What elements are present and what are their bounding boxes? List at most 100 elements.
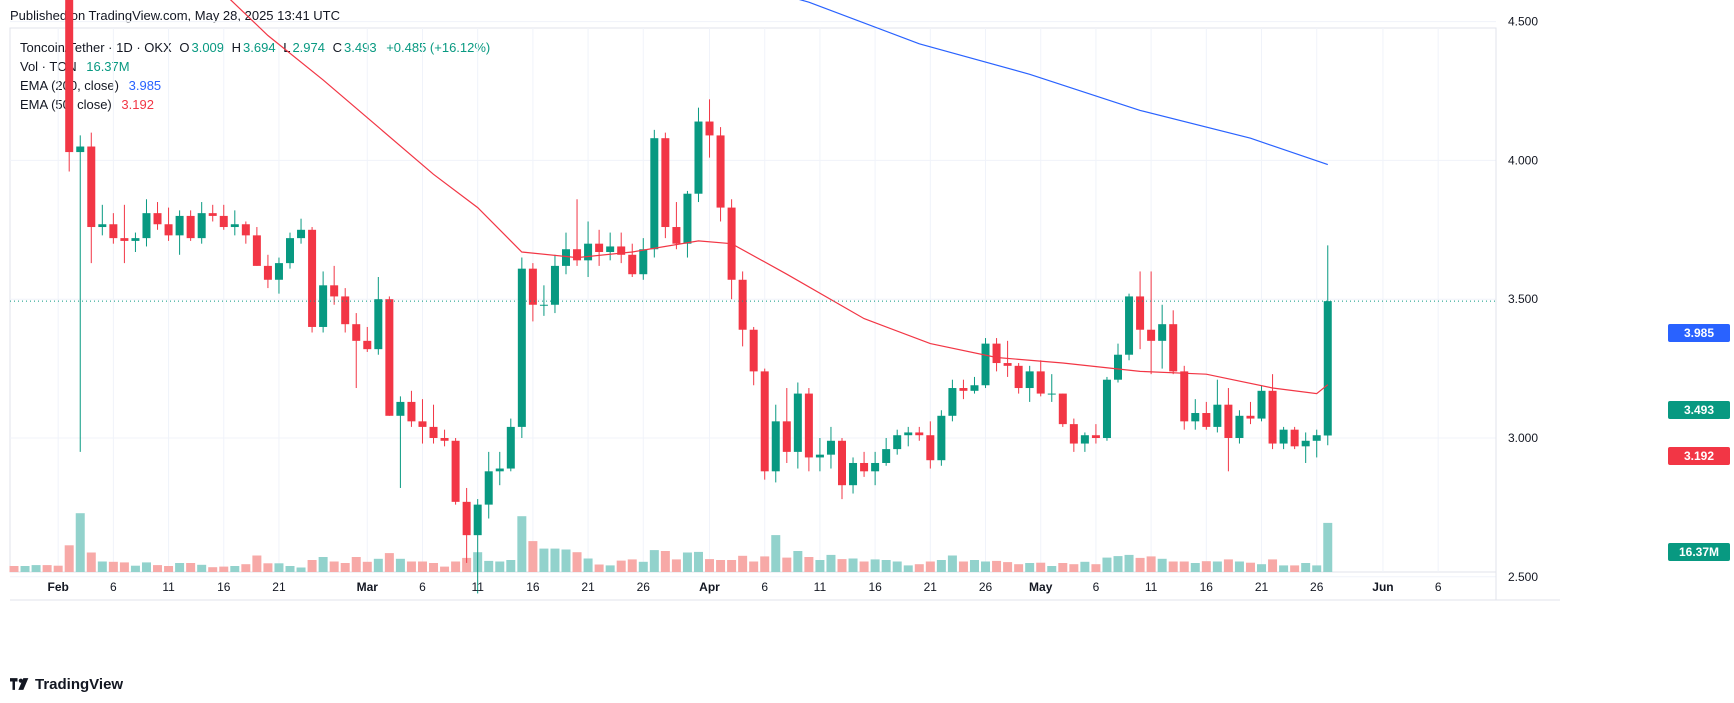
ema50-price-tag: 3.192 bbox=[1668, 447, 1730, 465]
volume-bar bbox=[1146, 556, 1156, 572]
volume-label[interactable]: Vol · TON bbox=[20, 59, 77, 74]
candle-body bbox=[330, 285, 339, 297]
volume-bar bbox=[1201, 561, 1211, 572]
candle-body bbox=[749, 329, 758, 372]
candle-body bbox=[716, 135, 725, 208]
candle-body bbox=[1235, 415, 1244, 438]
volume-bar bbox=[263, 563, 273, 572]
volume-bar bbox=[1290, 565, 1300, 572]
volume-bar bbox=[64, 545, 74, 572]
volume-bar bbox=[362, 561, 372, 572]
candle-body bbox=[849, 462, 858, 486]
volume-bar bbox=[705, 559, 715, 572]
plot-frame bbox=[9, 27, 1497, 573]
ema200-line bbox=[798, 0, 1328, 166]
candle-body bbox=[771, 421, 780, 472]
x-tick-label: 26 bbox=[979, 580, 993, 594]
volume-bar bbox=[230, 566, 240, 572]
volume-row[interactable]: Vol · TON 16.37M bbox=[20, 57, 490, 76]
candle-body bbox=[860, 462, 869, 472]
volume-bar bbox=[539, 548, 549, 572]
volume-bar bbox=[793, 551, 803, 572]
candle-body bbox=[308, 229, 317, 327]
candle-body bbox=[164, 224, 173, 236]
candle-body bbox=[804, 393, 813, 458]
candle-body bbox=[473, 504, 482, 536]
candle-body bbox=[1102, 379, 1111, 438]
candle-body bbox=[793, 393, 802, 452]
ema50-line bbox=[229, 0, 1329, 395]
low-value: 2.974 bbox=[292, 40, 325, 55]
candle-body bbox=[352, 324, 361, 341]
volume-bar bbox=[373, 558, 383, 572]
candle-body bbox=[1125, 296, 1134, 355]
ema200-price-tag: 3.985 bbox=[1668, 324, 1730, 342]
x-tick-label: 26 bbox=[637, 580, 651, 594]
volume-bar bbox=[1102, 557, 1112, 572]
volume-bar bbox=[208, 567, 218, 572]
x-tick-label: 21 bbox=[272, 580, 286, 594]
candle-body bbox=[617, 246, 626, 255]
volume-bar bbox=[53, 565, 63, 572]
candle-body bbox=[992, 343, 1001, 364]
volume-bar bbox=[1069, 564, 1079, 572]
volume-bar bbox=[517, 516, 527, 572]
volume-bar bbox=[1168, 561, 1178, 572]
volume-bar bbox=[296, 567, 306, 572]
volume-bar bbox=[981, 561, 991, 572]
candle-body bbox=[506, 426, 515, 469]
volume-bar bbox=[329, 561, 339, 572]
candle-body bbox=[109, 224, 118, 239]
volume-bar bbox=[1157, 558, 1167, 572]
candle-body bbox=[363, 340, 372, 350]
candle-body bbox=[319, 285, 328, 327]
volume-bar bbox=[42, 565, 52, 572]
volume-bar bbox=[462, 557, 472, 572]
x-tick-label: 16 bbox=[526, 580, 540, 594]
volume-bar bbox=[638, 561, 648, 572]
x-tick-label: 11 bbox=[1145, 580, 1158, 594]
x-tick-label: 6 bbox=[110, 580, 117, 594]
volume-bar bbox=[1003, 562, 1013, 572]
candle-body bbox=[1279, 429, 1288, 444]
volume-bar bbox=[1323, 522, 1333, 572]
candle-body bbox=[760, 371, 769, 472]
candle-body bbox=[1147, 329, 1156, 341]
candle-body bbox=[1014, 365, 1023, 389]
volume-bar bbox=[848, 558, 858, 572]
candle-body bbox=[263, 265, 272, 280]
candle-body bbox=[672, 227, 681, 244]
volume-bar bbox=[572, 552, 582, 572]
candle-body bbox=[1058, 393, 1067, 425]
volume-bar bbox=[1234, 561, 1244, 572]
candle-body bbox=[219, 215, 228, 228]
candle-body bbox=[661, 138, 670, 228]
candle-body bbox=[1268, 390, 1277, 444]
candle-body bbox=[595, 243, 604, 253]
volume-bar bbox=[738, 555, 748, 572]
volume-bar bbox=[252, 555, 262, 572]
volume-bar bbox=[197, 564, 207, 572]
candle-body bbox=[1246, 415, 1255, 419]
candle-body bbox=[981, 343, 990, 386]
tradingview-logo[interactable]: TradingView bbox=[10, 676, 123, 693]
volume-bar bbox=[936, 560, 946, 572]
volume-bar bbox=[1025, 563, 1035, 572]
candle-body bbox=[385, 299, 394, 416]
candle-body bbox=[175, 215, 184, 236]
candle-body bbox=[683, 193, 692, 244]
candle-body bbox=[87, 146, 96, 228]
volume-bar bbox=[1058, 563, 1068, 572]
x-tick-label: 6 bbox=[419, 580, 426, 594]
volume-bar bbox=[219, 566, 229, 572]
candle-body bbox=[738, 279, 747, 330]
candle-body bbox=[528, 268, 537, 305]
candle-body bbox=[937, 415, 946, 461]
candle-body bbox=[76, 146, 85, 153]
tradingview-icon bbox=[10, 678, 29, 690]
candle-body bbox=[241, 224, 250, 236]
volume-bar bbox=[594, 564, 604, 572]
volume-bar bbox=[892, 561, 902, 572]
candle-body bbox=[440, 438, 449, 441]
